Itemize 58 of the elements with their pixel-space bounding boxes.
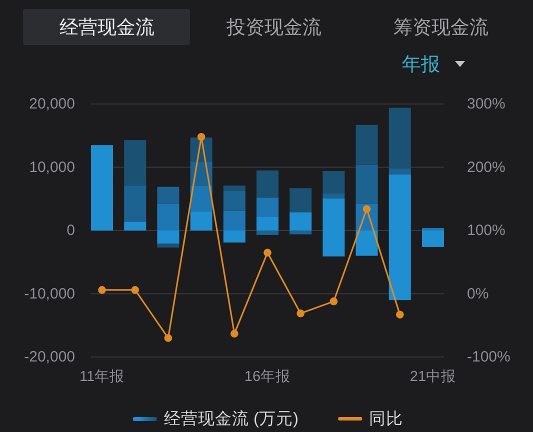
text: 经营现金流: [60, 16, 154, 38]
bar: [157, 204, 180, 230]
legend-label: 经营现金流 (万元): [164, 409, 298, 428]
x-tick-label: 16年报: [244, 368, 291, 385]
bar: [290, 230, 312, 234]
point: [264, 248, 272, 257]
bar: [388, 168, 411, 174]
y2-tick-label: 100%: [467, 222, 506, 239]
bar: [322, 171, 345, 194]
bar: [124, 222, 146, 230]
y-tick-label: 0: [66, 222, 75, 239]
bar: [422, 228, 444, 230]
bar: [223, 210, 246, 230]
y2-tick-label: 300%: [467, 96, 506, 112]
y-tick-label: 10,000: [29, 158, 75, 176]
bar: [388, 108, 411, 169]
legend-label: 同比: [369, 410, 404, 428]
y2-tick-label: -100%: [467, 348, 510, 366]
point: [131, 286, 140, 294]
bar: [256, 170, 279, 198]
bar: [256, 216, 279, 230]
bar: [223, 230, 246, 243]
bar: [356, 164, 378, 204]
bar: [223, 190, 246, 211]
bar: [223, 186, 246, 191]
bar: [322, 193, 345, 198]
bar: [157, 230, 180, 244]
bar: [290, 212, 312, 230]
bar: [157, 244, 180, 248]
point: [396, 310, 404, 319]
bar: [356, 230, 378, 256]
x-tick-label: 11年报: [79, 368, 125, 385]
y-tick-label: 20,000: [29, 96, 75, 112]
text: 筹资现金流: [394, 16, 488, 38]
bar: [256, 230, 279, 235]
bar: [91, 145, 114, 230]
y-tick-label: -20,000: [24, 348, 75, 366]
point: [197, 132, 206, 141]
bar: [190, 212, 212, 230]
text: 投资现金流: [226, 16, 322, 38]
bar: [157, 186, 180, 204]
bar: [124, 140, 146, 186]
bar: [290, 188, 312, 212]
bar: [356, 124, 378, 165]
y2-tick-label: 0%: [467, 285, 489, 302]
y2-tick-label: 200%: [467, 158, 506, 176]
bar: [422, 230, 444, 247]
bar: [256, 198, 279, 217]
point: [362, 205, 371, 213]
text: 年报: [402, 54, 440, 76]
point: [230, 330, 238, 338]
point: [98, 286, 106, 294]
point: [330, 297, 338, 306]
point: [296, 309, 305, 318]
point: [164, 334, 172, 342]
bar: [124, 186, 146, 222]
x-tick-label: 21中报: [410, 368, 456, 385]
y-tick-label: -10,000: [24, 285, 75, 302]
